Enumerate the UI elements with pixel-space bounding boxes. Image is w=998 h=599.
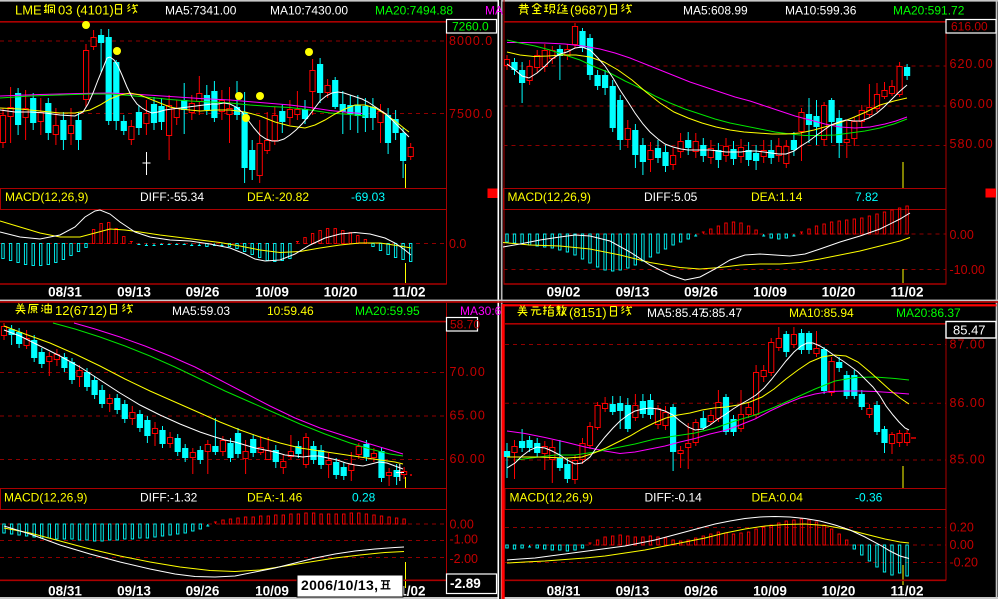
svg-text:11/02: 11/02 — [890, 584, 923, 599]
svg-text:MA5:59.03: MA5:59.03 — [172, 304, 230, 318]
svg-text:09/26: 09/26 — [186, 285, 220, 300]
svg-text:DIFF:-0.14: DIFF:-0.14 — [645, 491, 703, 505]
svg-text:85.00: 85.00 — [950, 453, 986, 467]
svg-text:08/31: 08/31 — [48, 285, 82, 300]
svg-text:09/02: 09/02 — [547, 285, 581, 300]
svg-text:09/26: 09/26 — [684, 584, 718, 599]
svg-text:11/02: 11/02 — [890, 285, 923, 300]
svg-text:MA5:85.47: MA5:85.47 — [647, 306, 705, 320]
svg-text:7.82: 7.82 — [855, 190, 879, 204]
svg-text:09/13: 09/13 — [616, 285, 650, 300]
svg-text:LME: LME — [15, 3, 42, 18]
svg-text:11/02: 11/02 — [392, 285, 425, 300]
svg-text:MA20:59.95: MA20:59.95 — [355, 304, 420, 318]
svg-text:DEA:-20.82: DEA:-20.82 — [247, 190, 309, 204]
svg-text:08/31: 08/31 — [547, 584, 581, 599]
svg-text:MACD(12,26,9): MACD(12,26,9) — [510, 491, 593, 505]
svg-text:09/13: 09/13 — [117, 285, 151, 300]
svg-text:-2.00: -2.00 — [450, 552, 479, 566]
svg-text:(8151): (8151) — [569, 305, 607, 320]
svg-text:-1.00: -1.00 — [450, 533, 479, 547]
svg-text:03 (4101): 03 (4101) — [58, 3, 114, 18]
svg-text:09/13: 09/13 — [616, 584, 650, 599]
svg-text:-2.89: -2.89 — [450, 576, 481, 591]
svg-text:7500.0: 7500.0 — [449, 107, 493, 121]
svg-text:MA5:608.99: MA5:608.99 — [683, 4, 748, 18]
svg-text:58.70: 58.70 — [450, 318, 480, 332]
svg-text:MA10:599.36: MA10:599.36 — [785, 4, 857, 18]
svg-text:10/20: 10/20 — [324, 285, 358, 300]
svg-text:85.47: 85.47 — [953, 323, 986, 338]
svg-text:MA20:86.37: MA20:86.37 — [896, 306, 961, 320]
svg-text:10/09: 10/09 — [255, 584, 289, 599]
svg-text:0.28: 0.28 — [352, 491, 376, 505]
svg-text:MACD(12,26,9): MACD(12,26,9) — [5, 190, 88, 204]
svg-text:0.00: 0.00 — [450, 518, 474, 532]
svg-text:DIFF:-55.34: DIFF:-55.34 — [140, 190, 204, 204]
svg-text:MA20:591.72: MA20:591.72 — [893, 4, 965, 18]
svg-text:10/09: 10/09 — [753, 285, 787, 300]
svg-text:87.00: 87.00 — [950, 338, 986, 352]
svg-text:8000.0: 8000.0 — [449, 34, 493, 48]
svg-text:0.00: 0.00 — [950, 228, 974, 242]
svg-text:620.00: 620.00 — [950, 57, 994, 71]
svg-text:10:59.46: 10:59.46 — [267, 304, 314, 318]
svg-text:09/26: 09/26 — [684, 285, 718, 300]
svg-text:DEA:-1.46: DEA:-1.46 — [247, 491, 303, 505]
svg-text:DIFF:-1.32: DIFF:-1.32 — [140, 491, 198, 505]
svg-text:09/13: 09/13 — [117, 584, 151, 599]
svg-text:MA5:7341.00: MA5:7341.00 — [165, 4, 237, 18]
svg-text:12(6712): 12(6712) — [55, 303, 107, 318]
svg-text:616.00: 616.00 — [951, 20, 988, 34]
svg-text:08/31: 08/31 — [48, 584, 82, 599]
svg-text:(9687): (9687) — [570, 3, 608, 18]
svg-text:0.20: 0.20 — [950, 521, 974, 535]
svg-text:70.00: 70.00 — [450, 365, 486, 379]
svg-text:580.00: 580.00 — [950, 137, 994, 151]
svg-text:-10.00: -10.00 — [950, 263, 985, 277]
svg-text:65.00: 65.00 — [450, 409, 486, 423]
svg-text:-69.03: -69.03 — [351, 190, 385, 204]
svg-text:-0.20: -0.20 — [950, 556, 979, 570]
svg-text:MA30:6: MA30:6 — [460, 304, 502, 318]
svg-text:600.00: 600.00 — [950, 97, 994, 111]
svg-text:5:85.47: 5:85.47 — [702, 306, 742, 320]
svg-text:10/09: 10/09 — [255, 285, 289, 300]
svg-text:-0.36: -0.36 — [855, 491, 883, 505]
svg-text:86.00: 86.00 — [950, 396, 986, 410]
svg-text:2006/10/13,: 2006/10/13, — [301, 577, 378, 593]
svg-text:7260.0: 7260.0 — [452, 20, 489, 34]
svg-text:10/20: 10/20 — [822, 285, 856, 300]
svg-text:60.00: 60.00 — [450, 452, 486, 466]
svg-text:MACD(12,26,9): MACD(12,26,9) — [4, 491, 87, 505]
svg-text:10/09: 10/09 — [753, 584, 787, 599]
svg-text:09/26: 09/26 — [186, 584, 220, 599]
svg-text:MA10:7430.00: MA10:7430.00 — [270, 4, 348, 18]
svg-text:DEA:1.14: DEA:1.14 — [751, 190, 803, 204]
svg-text:MACD(12,26,9): MACD(12,26,9) — [508, 190, 591, 204]
svg-text:0.0: 0.0 — [449, 237, 466, 251]
svg-text:MA10:85.94: MA10:85.94 — [789, 306, 854, 320]
svg-text:DEA:0.04: DEA:0.04 — [752, 491, 804, 505]
svg-text:DIFF:5.05: DIFF:5.05 — [644, 190, 698, 204]
svg-text:MA20:7494.88: MA20:7494.88 — [375, 4, 453, 18]
svg-text:0.00: 0.00 — [950, 538, 974, 552]
svg-text:MA: MA — [485, 4, 503, 18]
svg-text:10/20: 10/20 — [822, 584, 856, 599]
